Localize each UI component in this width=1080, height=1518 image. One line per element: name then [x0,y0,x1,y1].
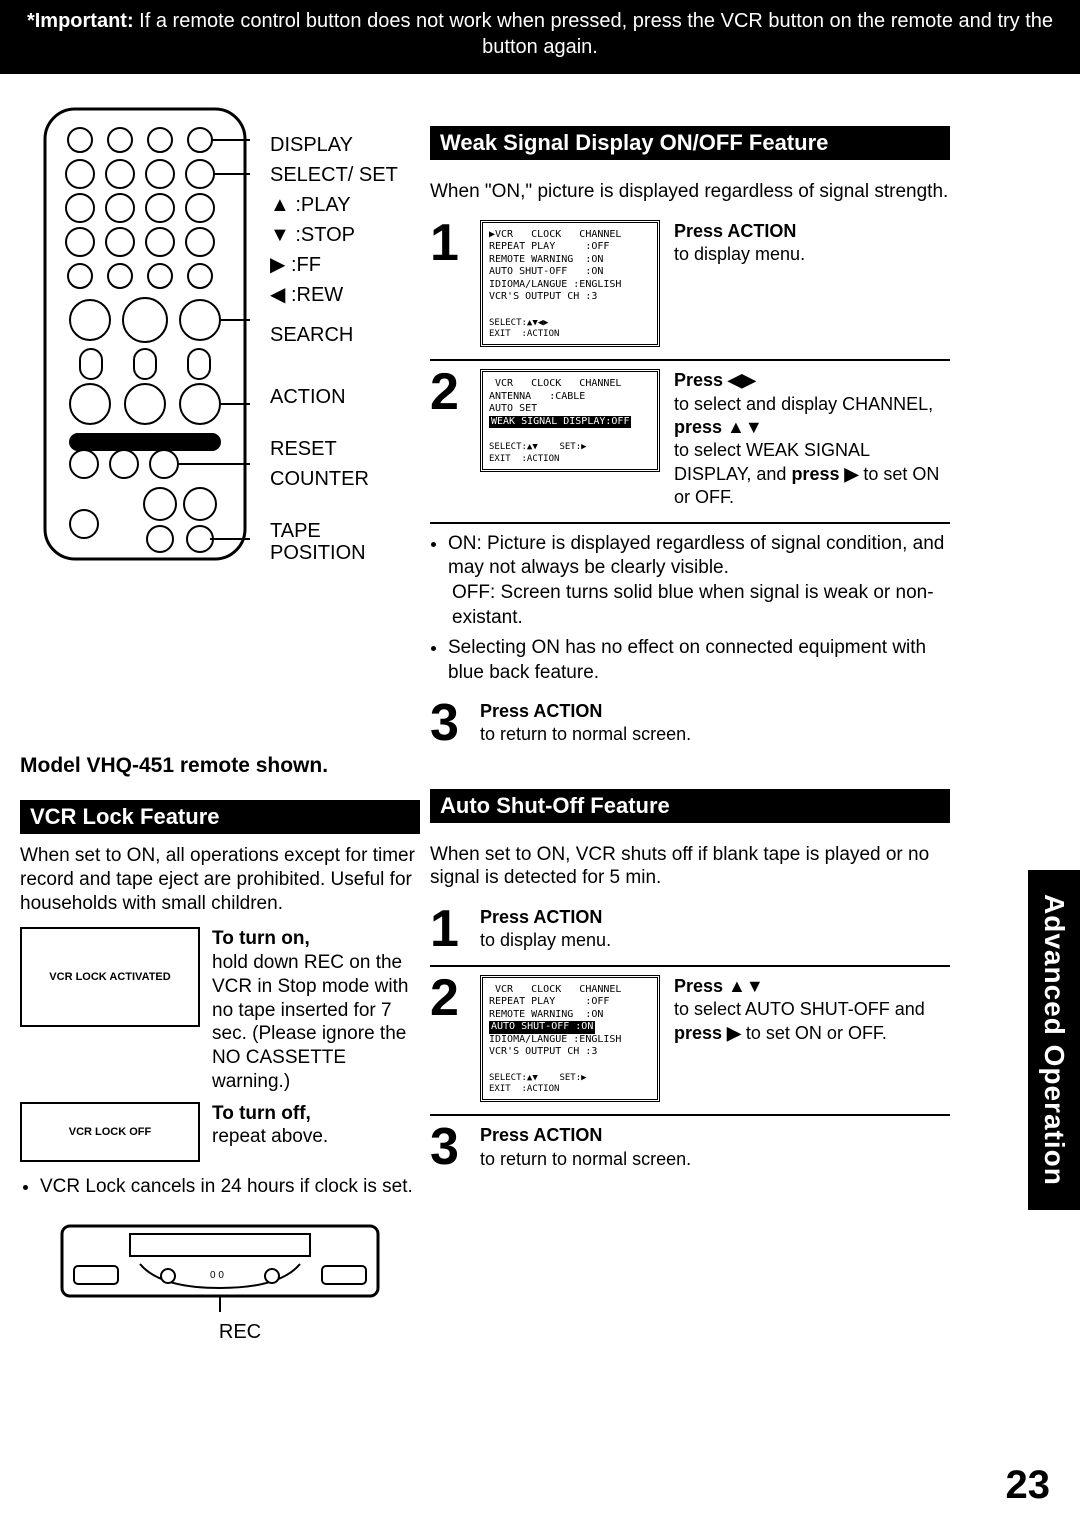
osd-bottom: SELECT:▲▼◀▶ EXIT :ACTION [489,318,651,341]
auto-press-action-1: Press ACTION [480,907,602,927]
step2-body1: to select and display CHANNEL, [674,394,933,414]
lock-off-row: VCR LOCK OFF To turn off, repeat above. [20,1102,420,1162]
auto-step2-body2: to set ON or OFF. [746,1023,887,1043]
label-search: SEARCH [270,324,420,346]
lock-on-text: To turn on, hold down REC on the VCR in … [212,927,420,1093]
weak-step2-text: Press ◀▶ to select and display CHANNEL, … [674,369,950,509]
lock-off-box: VCR LOCK OFF [20,1102,200,1162]
remote-diagram: DISPLAY SELECT/ SET ▲ :PLAY ▼ :STOP ▶ :F… [20,104,420,724]
label-counter: COUNTER [270,468,420,490]
label-play: ▲ :PLAY [270,194,420,216]
step-num-1: 1 [430,220,466,267]
important-label: *Important: [27,10,134,32]
auto-step2-osd: VCR CLOCK CHANNEL REPEAT PLAY :OFF REMOT… [480,975,660,1103]
auto-step-2: 2 VCR CLOCK CHANNEL REPEAT PLAY :OFF REM… [430,975,950,1117]
vcr-unit-diagram: 0 0 [60,1216,380,1316]
note-on: ON: Picture is displayed regardless of s… [448,532,950,631]
press-r: press ▶ [791,464,858,484]
auto-step-1: 1 Press ACTION to display menu. [430,906,950,967]
weak-step3-text: Press ACTION to return to normal screen. [480,700,950,747]
auto-num-1: 1 [430,906,466,953]
vcr-lock-heading: VCR Lock Feature [20,800,420,834]
right-column: Weak Signal Display ON/OFF Feature When … [430,104,950,1344]
remote-svg [40,104,250,564]
auto-press-r: press ▶ [674,1023,741,1043]
to-turn-on-text: hold down REC on the VCR in Stop mode wi… [212,952,408,1092]
step-num-3: 3 [430,700,466,747]
lock-bullets: VCR Lock cancels in 24 hours if clock is… [20,1176,420,1198]
label-action: ACTION [270,386,420,408]
osd-text: ▶VCR CLOCK CHANNEL REPEAT PLAY :OFF REMO… [489,229,651,304]
auto-step-3: 3 Press ACTION to return to normal scree… [430,1124,950,1183]
press-lr: Press ◀▶ [674,370,756,390]
auto-num-2: 2 [430,975,466,1022]
auto-osd-rest: IDIOMA/LANGUE :ENGLISH VCR'S OUTPUT CH :… [489,1034,651,1059]
press-ud: press ▲▼ [674,417,763,437]
auto-step1-text: Press ACTION to display menu. [480,906,950,953]
weak-signal-intro: When "ON," picture is displayed regardle… [430,180,950,204]
auto-step3-text: Press ACTION to return to normal screen. [480,1124,950,1171]
weak-step-2: 2 VCR CLOCK CHANNEL ANTENNA :CABLE AUTO … [430,369,950,523]
model-caption: Model VHQ-451 remote shown. [20,754,420,778]
lock-bullet-1: VCR Lock cancels in 24 hours if clock is… [40,1176,420,1198]
lock-off-text: To turn off, repeat above. [212,1102,420,1162]
step1-body: to display menu. [674,244,805,264]
label-display: DISPLAY [270,134,420,156]
auto-press-ud: Press ▲▼ [674,976,764,996]
label-tape-position: TAPE POSITION [270,520,420,564]
weak-step2-osd: VCR CLOCK CHANNEL ANTENNA :CABLE AUTO SE… [480,369,660,472]
rec-label: REC [60,1321,420,1344]
label-ff: ▶ :FF [270,254,420,276]
auto-step3-body: to return to normal screen. [480,1149,691,1169]
auto-osd-top: VCR CLOCK CHANNEL REPEAT PLAY :OFF REMOT… [489,984,651,1022]
auto-step2-text: Press ▲▼ to select AUTO SHUT-OFF and pre… [674,975,950,1045]
svg-text:0 0: 0 0 [210,1270,224,1281]
auto-shutoff-heading: Auto Shut-Off Feature [430,789,950,823]
label-stop: ▼ :STOP [270,224,420,246]
weak-step-1: 1 ▶VCR CLOCK CHANNEL REPEAT PLAY :OFF RE… [430,220,950,362]
auto-press-action-3: Press ACTION [480,1125,602,1145]
weak-signal-heading: Weak Signal Display ON/OFF Feature [430,126,950,160]
auto-step2-body: to select AUTO SHUT-OFF and [674,999,925,1019]
important-text: If a remote control button does not work… [134,10,1053,58]
weak-step-3: 3 Press ACTION to return to normal scree… [430,700,950,759]
press-action-1: Press ACTION [674,221,796,241]
step-num-2: 2 [430,369,466,416]
label-select-set: SELECT/ SET [270,164,420,186]
note-selecting: Selecting ON has no effect on connected … [448,636,950,685]
lock-activated-box: VCR LOCK ACTIVATED [20,927,200,1027]
osd-highlight: WEAK SIGNAL DISPLAY:OFF [489,416,631,429]
auto-step1-body: to display menu. [480,930,611,950]
auto-num-3: 3 [430,1124,466,1171]
vcr-lock-intro: When set to ON, all operations except fo… [20,844,420,915]
auto-intro: When set to ON, VCR shuts off if blank t… [430,843,950,891]
top-warning-bar: *Important: If a remote control button d… [0,0,1080,74]
press-action-3: Press ACTION [480,701,602,721]
to-turn-on-label: To turn on, [212,928,310,949]
osd-text-2: VCR CLOCK CHANNEL ANTENNA :CABLE AUTO SE… [489,378,651,416]
to-turn-off-label: To turn off, [212,1103,311,1124]
weak-step1-text: Press ACTION to display menu. [674,220,950,267]
remote-label-list: DISPLAY SELECT/ SET ▲ :PLAY ▼ :STOP ▶ :F… [270,134,420,572]
note-on-text: ON: Picture is displayed regardless of s… [448,533,944,579]
page-number: 23 [1006,1463,1051,1508]
step3-body: to return to normal screen. [480,724,691,744]
side-tab: Advanced Operation [1028,870,1080,1210]
weak-notes: ON: Picture is displayed regardless of s… [430,532,950,686]
label-rew: ◀ :REW [270,284,420,306]
weak-step1-osd: ▶VCR CLOCK CHANNEL REPEAT PLAY :OFF REMO… [480,220,660,348]
auto-osd-bottom: SELECT:▲▼ SET:▶ EXIT :ACTION [489,1073,651,1096]
osd-bottom-2: SELECT:▲▼ SET:▶ EXIT :ACTION [489,442,651,465]
note-off-text: OFF: Screen turns solid blue when signal… [452,581,950,630]
lock-on-row: VCR LOCK ACTIVATED To turn on, hold down… [20,927,420,1093]
left-column: DISPLAY SELECT/ SET ▲ :PLAY ▼ :STOP ▶ :F… [20,104,420,1344]
label-reset: RESET [270,438,420,460]
to-turn-off-text: repeat above. [212,1126,328,1147]
auto-osd-highlight: AUTO SHUT-OFF :ON [489,1021,595,1034]
